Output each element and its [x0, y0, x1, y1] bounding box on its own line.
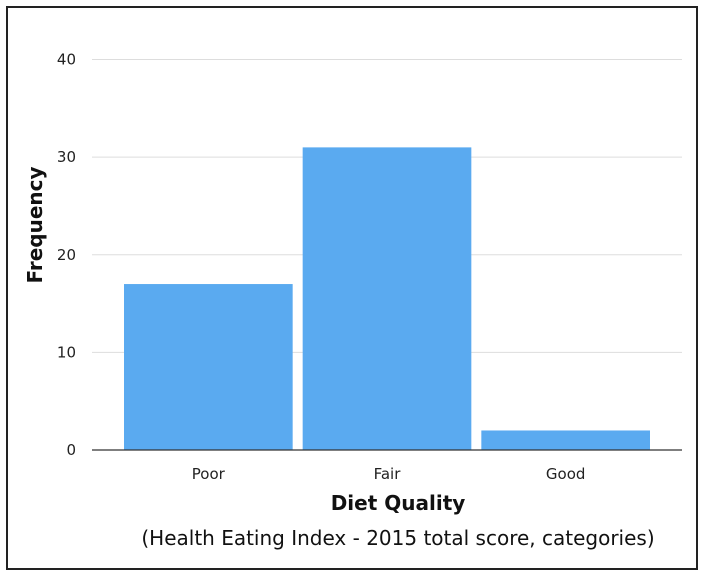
x-axis-sublabel: (Health Eating Index - 2015 total score,…	[141, 526, 654, 550]
y-tick-label: 30	[57, 148, 76, 166]
y-tick-label: 10	[57, 343, 76, 361]
bars	[124, 147, 650, 450]
x-tick-label-fair: Fair	[374, 465, 402, 483]
y-tick-label: 0	[66, 441, 76, 459]
y-tick-label: 40	[57, 51, 76, 69]
x-axis-label: Diet Quality	[331, 491, 466, 515]
y-tick-labels: 0 10 20 30 40	[57, 51, 76, 459]
bar-good	[481, 430, 650, 450]
y-axis-label: Frequency	[23, 166, 47, 283]
bar-poor	[124, 284, 293, 450]
x-tick-label-poor: Poor	[192, 465, 226, 483]
bar-fair	[302, 147, 472, 450]
x-tick-label-good: Good	[546, 465, 586, 483]
x-tick-labels: Poor Fair Good	[192, 465, 586, 483]
y-tick-label: 20	[57, 246, 76, 264]
